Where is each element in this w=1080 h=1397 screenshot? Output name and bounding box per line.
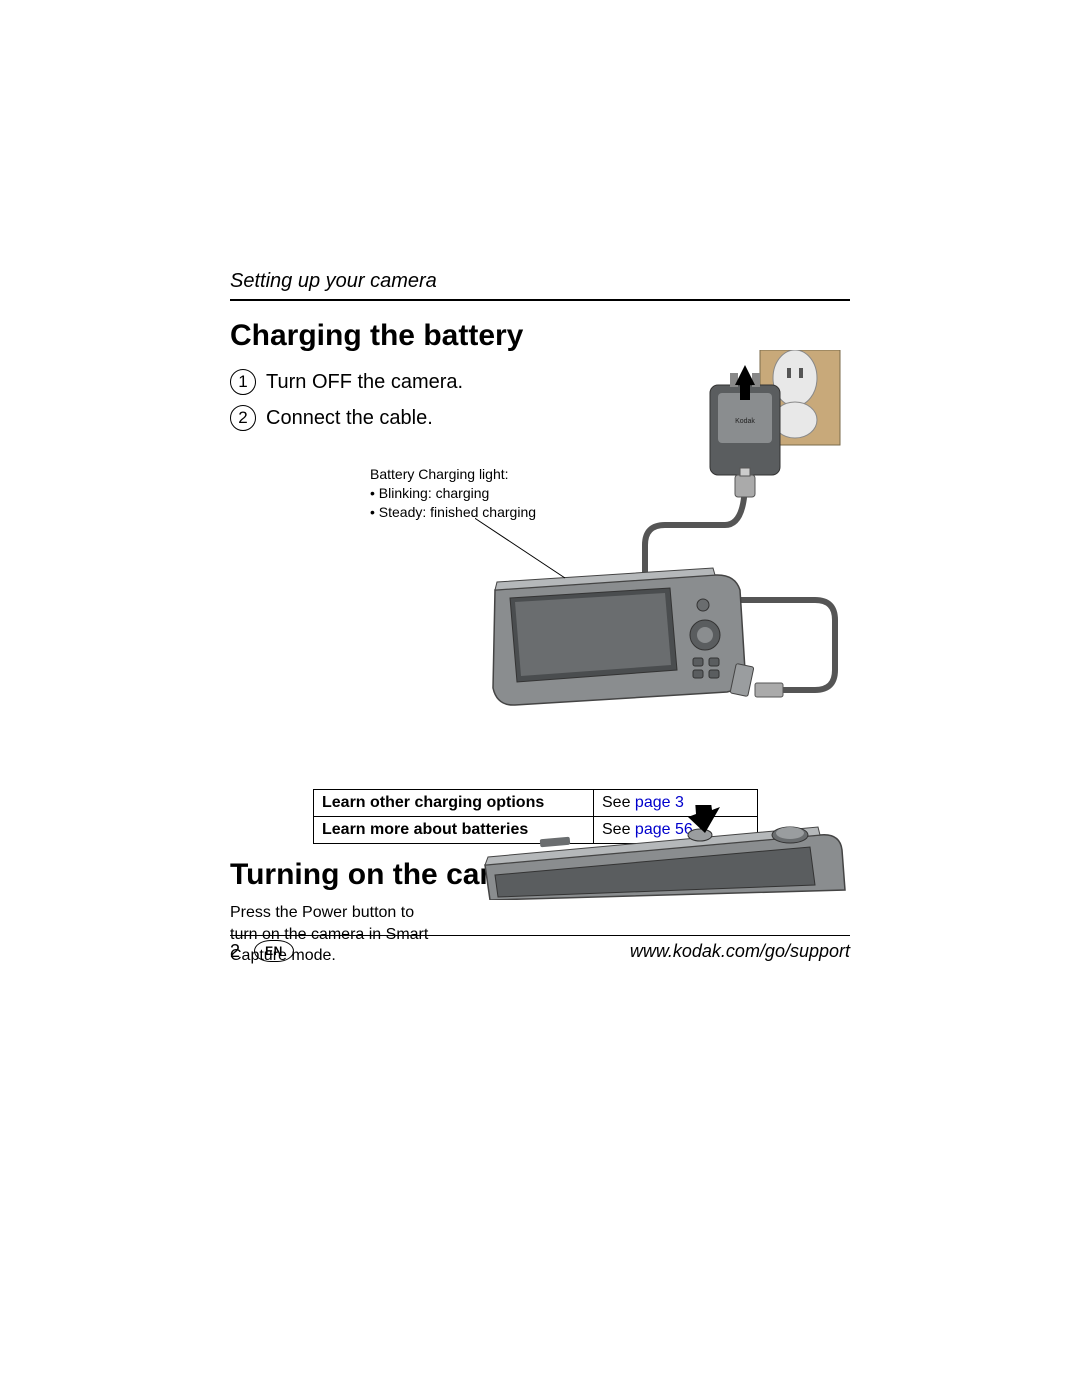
section-header: Setting up your camera [230, 270, 850, 301]
page-number: 2 [230, 941, 240, 962]
heading-charging: Charging the battery [230, 319, 850, 353]
support-url[interactable]: www.kodak.com/go/support [630, 941, 850, 962]
step-text: Turn OFF the camera. [266, 371, 463, 394]
step-number: 1 [230, 369, 256, 395]
svg-text:Kodak: Kodak [735, 418, 755, 425]
page-footer: 2 EN www.kodak.com/go/support [230, 935, 850, 962]
step-number: 2 [230, 405, 256, 431]
step-text: Connect the cable. [266, 407, 433, 430]
charging-illustration: Kodak [475, 350, 850, 710]
language-badge: EN [254, 940, 294, 962]
power-illustration [480, 805, 850, 900]
